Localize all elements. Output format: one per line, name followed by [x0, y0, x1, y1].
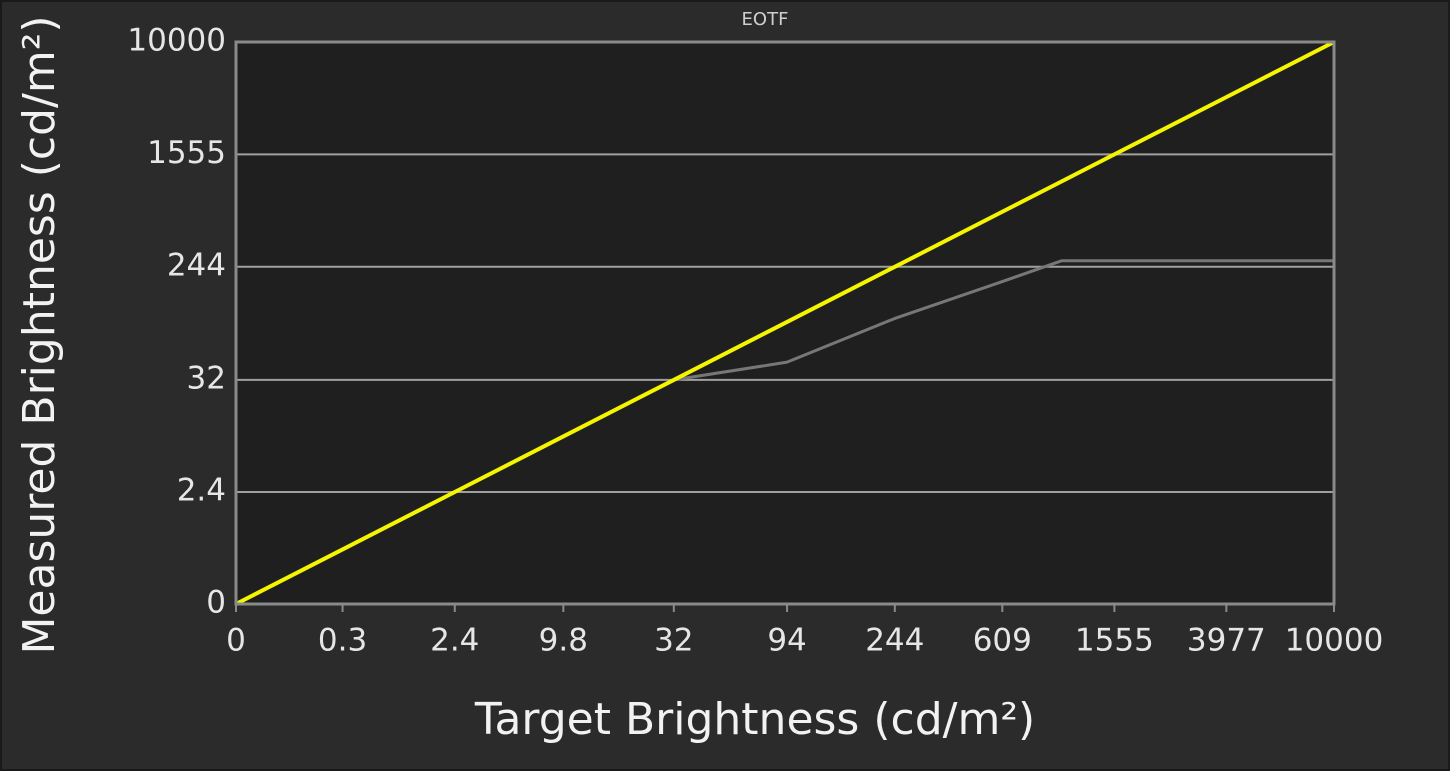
y-tick-label: 1555 — [147, 135, 226, 171]
x-tick-label: 0.3 — [318, 623, 367, 659]
x-tick-label: 244 — [865, 623, 924, 659]
tick-labels: 0 2.4 32 244 1555 10000 0 0.3 2.4 9.8 32 94 244 609 15… — [127, 23, 1383, 659]
y-tick-label: 32 — [187, 360, 226, 396]
chart-title: EOTF — [742, 9, 789, 30]
y-tick-label: 10000 — [127, 23, 226, 59]
x-tick-label: 3977 — [1187, 623, 1266, 659]
x-tick-label: 0 — [226, 623, 246, 659]
x-tick-label: 94 — [767, 623, 806, 659]
x-tick-label: 32 — [654, 623, 693, 659]
y-axis-title: Measured Brightness (cd/m²) — [14, 15, 65, 654]
x-axis-title: Target Brightness (cd/m²) — [474, 694, 1035, 745]
y-tick-label: 244 — [167, 247, 226, 283]
x-tick-label: 9.8 — [539, 623, 588, 659]
y-tick-label: 2.4 — [177, 473, 226, 509]
data-line — [235, 40, 1335, 606]
y-tick-label: 0 — [206, 585, 226, 621]
x-tick-label: 2.4 — [430, 623, 479, 659]
lines — [235, 40, 1335, 606]
x-tick-label: 10000 — [1285, 623, 1384, 659]
x-tick-label: 609 — [973, 623, 1032, 659]
plot-border — [234, 40, 1336, 606]
x-tick-label: 1555 — [1075, 623, 1154, 659]
